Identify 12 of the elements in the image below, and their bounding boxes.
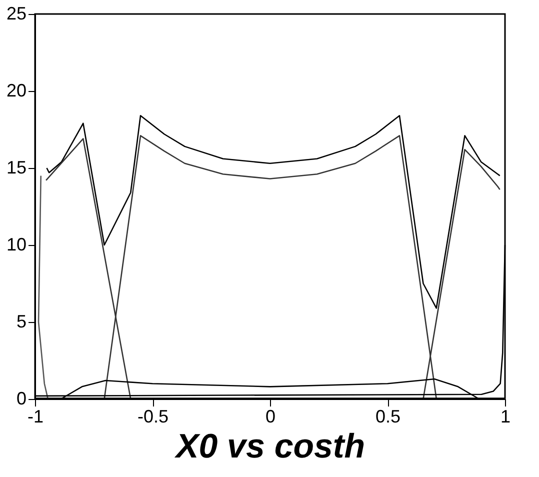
- y-tick-label: 10: [6, 234, 26, 254]
- y-tick-label: 0: [16, 388, 26, 408]
- x-axis-title: X0 vs costh: [174, 428, 365, 466]
- x-tick-label: 0: [265, 406, 276, 426]
- y-tick-label: 15: [6, 158, 26, 178]
- x-tick-label: -1: [27, 406, 44, 426]
- y-tick-label: 25: [6, 4, 26, 24]
- y-tick-label: 20: [6, 80, 26, 100]
- x-tick-label: 0.5: [375, 406, 401, 426]
- x-tick-label: 1: [500, 406, 511, 426]
- y-tick-label: 5: [16, 312, 26, 332]
- x-tick-label: -0.5: [137, 406, 169, 426]
